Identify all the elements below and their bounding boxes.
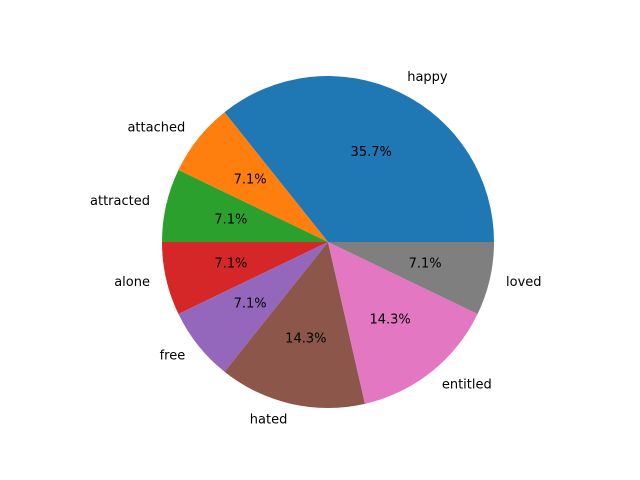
percent-labels-layer: 35.7% 7.1% 7.1% 7.1% 7.1% 14.3% 14.3% 7.1% [214,145,441,347]
percent-label-entitled: 14.3% [369,312,410,327]
pie-slice-entitled [328,242,478,404]
slices-layer [162,76,494,409]
category-label-loved: loved [506,275,542,290]
pie-slice-attached [178,112,328,242]
category-label-happy: happy [407,70,448,85]
category-label-attached: attached [127,121,185,136]
category-label-free: free [160,348,186,363]
category-labels-layer: happy attached attracted alone free hated enti… [90,70,542,428]
percent-label-loved: 7.1% [409,257,442,272]
pie-slice-happy [224,76,494,242]
pie-slice-hated [224,242,365,409]
category-label-alone: alone [114,275,150,290]
percent-label-attached: 7.1% [234,172,267,187]
pie-slice-attracted [162,169,328,242]
percent-label-hated: 14.3% [285,332,326,347]
pie-slice-alone [162,242,328,315]
percent-label-free: 7.1% [234,297,267,312]
pie-slice-loved [328,242,494,315]
category-label-entitled: entitled [442,377,492,392]
category-label-attracted: attracted [90,194,150,209]
pie-slice-free [178,242,328,372]
percent-label-alone: 7.1% [214,257,247,272]
percent-label-attracted: 7.1% [214,212,247,227]
percent-label-happy: 35.7% [351,145,392,160]
category-label-hated: hated [250,413,288,428]
